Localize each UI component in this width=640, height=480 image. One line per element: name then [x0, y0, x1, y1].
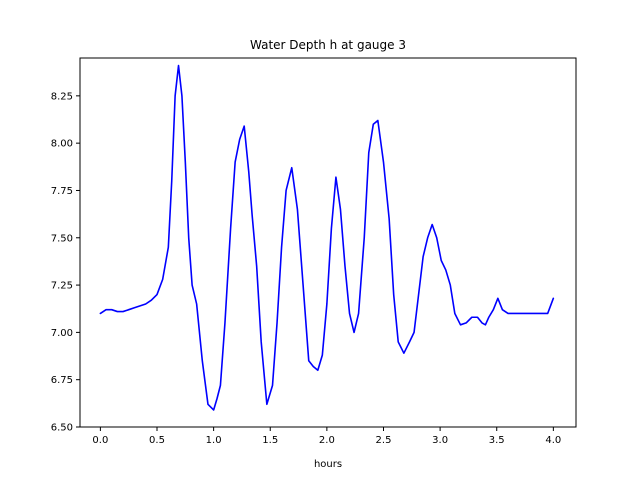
x-tick-label: 2.5: [376, 435, 392, 446]
y-axis-ticks: 6.50 6.75 7.00 7.25 7.50 7.75 8.00 8.25: [51, 91, 80, 434]
series-line-0: [99, 64, 555, 411]
x-tick-label: 3.0: [432, 435, 448, 446]
y-tick-label: 7.00: [51, 328, 73, 339]
x-tick-label: 1.5: [262, 435, 278, 446]
plot-area: [79, 57, 577, 428]
x-axis-title: hours: [314, 459, 342, 470]
y-tick-label: 6.50: [51, 423, 73, 434]
x-tick-label: 3.5: [489, 435, 505, 446]
x-tick-label: 1.0: [206, 435, 222, 446]
y-tick-label: 7.50: [51, 233, 73, 244]
x-tick-label: 4.0: [545, 435, 561, 446]
x-tick-label: 0.5: [149, 435, 165, 446]
x-axis-ticks: 0.0 0.5 1.0 1.5 2.0 2.5 3.0 3.5 4.0: [92, 427, 561, 446]
y-tick-label: 6.75: [51, 375, 73, 386]
y-tick-label: 7.25: [51, 281, 73, 292]
chart-title: Water Depth h at gauge 3: [250, 38, 406, 52]
axes-frame: [79, 57, 577, 428]
x-tick-label: 2.0: [319, 435, 335, 446]
y-tick-label: 8.25: [51, 91, 73, 102]
x-tick-label: 0.0: [92, 435, 108, 446]
y-tick-label: 8.00: [51, 139, 73, 150]
y-tick-label: 7.75: [51, 186, 73, 197]
